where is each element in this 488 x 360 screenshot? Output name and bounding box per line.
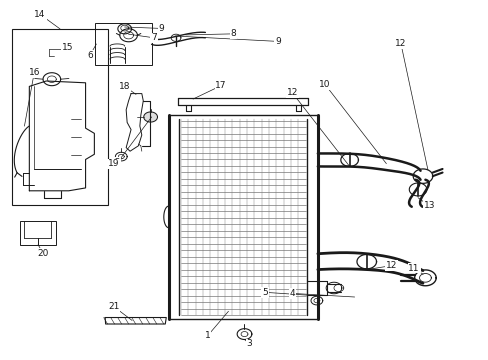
Text: 20: 20 (37, 249, 49, 258)
Text: 14: 14 (34, 10, 46, 19)
Text: 11: 11 (407, 264, 419, 273)
Text: 5: 5 (262, 288, 267, 297)
Text: 18: 18 (119, 82, 130, 91)
Text: 2: 2 (114, 158, 120, 167)
Text: 8: 8 (230, 30, 236, 39)
Text: 4: 4 (289, 289, 295, 298)
Text: 17: 17 (215, 81, 226, 90)
Text: 9: 9 (158, 24, 164, 33)
Text: 1: 1 (204, 331, 210, 340)
Bar (12, 29, 107, 205)
Text: 6: 6 (87, 51, 93, 60)
Text: 10: 10 (319, 80, 330, 89)
Polygon shape (143, 112, 157, 122)
Text: 12: 12 (286, 89, 298, 98)
Text: 12: 12 (394, 40, 406, 49)
Text: 15: 15 (61, 43, 73, 52)
Text: 19: 19 (107, 159, 119, 168)
Bar (20, 221, 56, 245)
Bar (168, 115, 317, 319)
Bar (95, 23, 151, 65)
Text: 3: 3 (246, 339, 252, 348)
Text: 16: 16 (28, 68, 40, 77)
Text: 7: 7 (151, 33, 157, 42)
Text: 13: 13 (423, 202, 434, 210)
Text: 9: 9 (274, 37, 280, 46)
Text: 12: 12 (385, 261, 396, 270)
Text: 21: 21 (108, 302, 120, 311)
